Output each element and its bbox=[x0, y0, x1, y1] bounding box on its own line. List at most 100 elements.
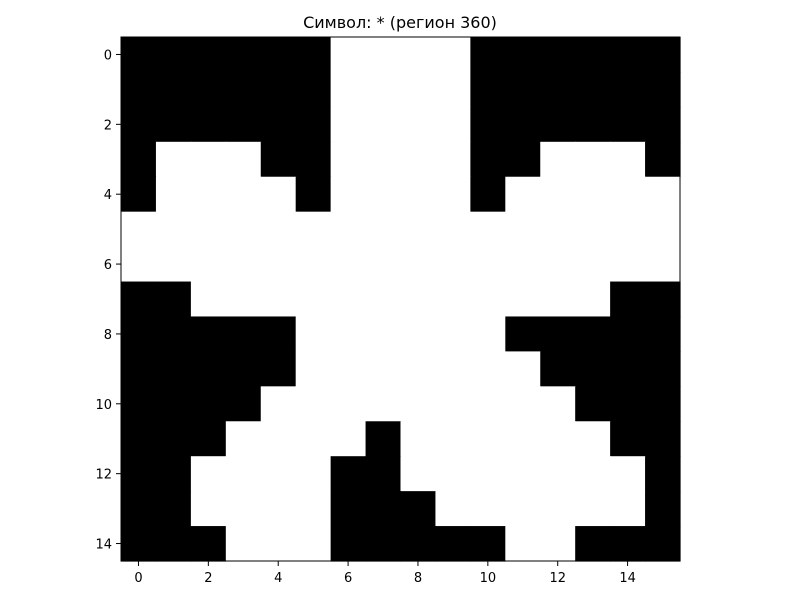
heatmap-cell bbox=[400, 456, 437, 492]
heatmap-cell bbox=[365, 421, 402, 457]
heatmap-cell bbox=[540, 316, 576, 352]
heatmap-cell bbox=[575, 141, 611, 178]
heatmap-cell bbox=[225, 141, 262, 178]
heatmap-cell bbox=[400, 316, 437, 352]
heatmap-cell bbox=[470, 246, 506, 283]
heatmap-cell bbox=[400, 421, 437, 457]
y-tick-label: 8 bbox=[104, 328, 112, 343]
heatmap-cell bbox=[260, 351, 297, 387]
heatmap-cell bbox=[505, 141, 541, 178]
heatmap-cell bbox=[575, 211, 611, 248]
x-tick-label: 6 bbox=[344, 571, 352, 586]
heatmap-cell bbox=[470, 211, 506, 248]
heatmap-cell bbox=[505, 176, 541, 213]
heatmap-cell bbox=[470, 316, 506, 352]
heatmap-cell bbox=[260, 211, 297, 248]
heatmap-cell bbox=[645, 176, 681, 213]
heatmap-cell bbox=[645, 386, 681, 422]
heatmap-cell bbox=[400, 71, 437, 108]
heatmap-cell bbox=[295, 176, 332, 213]
heatmap-cell bbox=[540, 491, 576, 527]
heatmap-cell bbox=[610, 491, 646, 527]
heatmap-cell bbox=[260, 491, 297, 527]
heatmap-cell bbox=[435, 526, 471, 562]
heatmap-cell bbox=[260, 176, 297, 213]
heatmap-cell bbox=[505, 491, 541, 527]
heatmap-cell bbox=[610, 37, 646, 73]
heatmap-cell bbox=[330, 281, 367, 318]
x-tick-label: 0 bbox=[134, 571, 142, 586]
heatmap-cell bbox=[330, 106, 367, 143]
heatmap-cell bbox=[540, 71, 576, 108]
heatmap-cell bbox=[505, 526, 541, 562]
y-tick-label: 14 bbox=[95, 538, 112, 553]
plot-frame bbox=[120, 36, 681, 562]
heatmap-cell bbox=[295, 106, 332, 143]
heatmap-cell bbox=[260, 281, 297, 318]
heatmap-cell bbox=[121, 176, 157, 213]
heatmap-cell bbox=[540, 386, 576, 422]
x-tick-label: 10 bbox=[480, 571, 497, 586]
heatmap-cell bbox=[540, 37, 576, 73]
heatmap-cell bbox=[295, 421, 332, 457]
heatmap-cell bbox=[435, 281, 471, 318]
heatmap-cell bbox=[470, 456, 506, 492]
x-tick-label: 2 bbox=[204, 571, 212, 586]
heatmap-cell bbox=[155, 386, 192, 422]
heatmap-cell bbox=[295, 37, 332, 73]
heatmap-cell bbox=[365, 176, 402, 213]
heatmap-cell bbox=[121, 37, 157, 73]
heatmap-cell bbox=[470, 281, 506, 318]
heatmap-cell bbox=[121, 491, 157, 527]
heatmap-cell bbox=[225, 526, 262, 562]
heatmap-cell bbox=[365, 211, 402, 248]
heatmap-cell bbox=[505, 386, 541, 422]
heatmap-cell bbox=[260, 71, 297, 108]
heatmap-cell bbox=[575, 491, 611, 527]
heatmap-cell bbox=[225, 106, 262, 143]
heatmap-cell bbox=[260, 106, 297, 143]
heatmap-cell bbox=[155, 71, 192, 108]
heatmap-cell bbox=[295, 141, 332, 178]
heatmap-cell bbox=[121, 141, 157, 178]
heatmap-cell bbox=[295, 246, 332, 283]
y-tick-label: 12 bbox=[95, 468, 112, 483]
heatmap-cell bbox=[505, 281, 541, 318]
heatmap-cell bbox=[295, 491, 332, 527]
heatmap-cell bbox=[540, 141, 576, 178]
heatmap-cell bbox=[540, 176, 576, 213]
heatmap-cell bbox=[470, 386, 506, 422]
heatmap-cell bbox=[190, 421, 227, 457]
heatmap-cell bbox=[540, 456, 576, 492]
heatmap-cell bbox=[225, 281, 262, 318]
heatmap-cell bbox=[365, 491, 402, 527]
heatmap-cell bbox=[540, 246, 576, 283]
heatmap-cell bbox=[330, 386, 367, 422]
heatmap-cell bbox=[575, 281, 611, 318]
heatmap-cell bbox=[645, 316, 681, 352]
heatmap-cell bbox=[330, 71, 367, 108]
heatmap-cell bbox=[645, 281, 681, 318]
heatmap-cell bbox=[190, 37, 227, 73]
x-tick-label: 4 bbox=[274, 571, 282, 586]
heatmap-cell bbox=[225, 246, 262, 283]
heatmap-cell bbox=[540, 421, 576, 457]
heatmap-cell bbox=[435, 37, 471, 73]
heatmap-cell bbox=[260, 456, 297, 492]
heatmap-cell bbox=[470, 421, 506, 457]
heatmap-cell bbox=[295, 456, 332, 492]
x-tick-label: 12 bbox=[549, 571, 566, 586]
heatmap-cell bbox=[540, 106, 576, 143]
heatmap-cell bbox=[260, 246, 297, 283]
heatmap-cell bbox=[155, 351, 192, 387]
heatmap-cell bbox=[575, 526, 611, 562]
heatmap-cell bbox=[505, 351, 541, 387]
heatmap-cell bbox=[400, 351, 437, 387]
heatmap-cell bbox=[365, 456, 402, 492]
heatmap-cell bbox=[295, 386, 332, 422]
heatmap-cell bbox=[225, 351, 262, 387]
heatmap-cell bbox=[365, 386, 402, 422]
heatmap-cell bbox=[121, 71, 157, 108]
heatmap-cell bbox=[470, 491, 506, 527]
